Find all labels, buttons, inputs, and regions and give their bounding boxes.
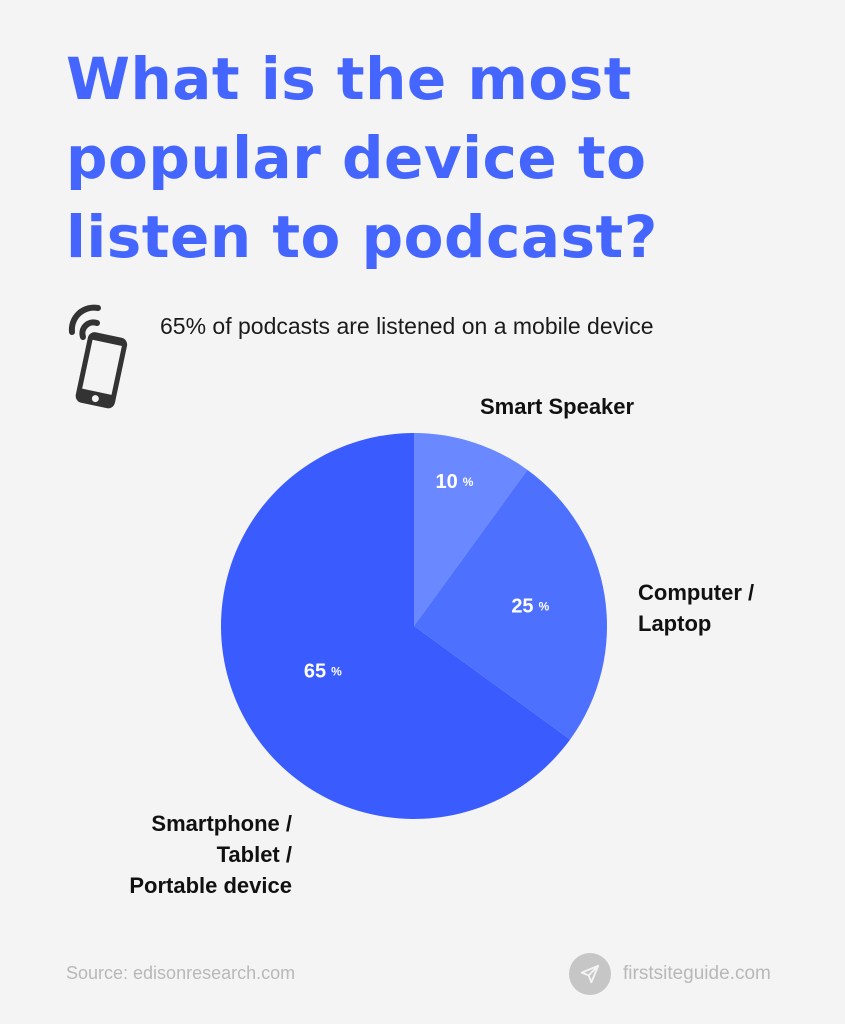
paper-plane-icon bbox=[569, 953, 611, 995]
pie-value-label-computer-laptop: 25% bbox=[511, 596, 549, 618]
subtitle-statement: 65% of podcasts are listened on a mobile… bbox=[160, 313, 654, 339]
pie-value-label-smart-speaker: 10% bbox=[436, 471, 474, 493]
brand-name: firstsiteguide.com bbox=[623, 963, 771, 984]
legend-smartphone: Smartphone / Tablet / Portable device bbox=[60, 808, 292, 901]
pie-slice-smartphone bbox=[220, 433, 571, 819]
title-line-1: What is the most bbox=[66, 45, 632, 113]
legend-smart-speaker: Smart Speaker bbox=[480, 391, 634, 422]
legend-computer-line-1: Computer / bbox=[638, 580, 755, 605]
pie-slice-computer-laptop bbox=[414, 469, 607, 740]
pie-slice-smart-speaker bbox=[414, 433, 528, 626]
mobile-phone-signal-icon bbox=[68, 304, 128, 409]
legend-computer-laptop: Computer / Laptop bbox=[638, 577, 754, 639]
title-line-2: popular device to bbox=[66, 124, 647, 192]
brand-credit[interactable]: firstsiteguide.com bbox=[569, 953, 771, 995]
legend-smart-speaker-line-1: Smart Speaker bbox=[480, 394, 635, 419]
legend-computer-line-2: Laptop bbox=[638, 611, 712, 636]
pie-value-label-smartphone: 65% bbox=[304, 661, 342, 683]
pie-slices bbox=[220, 433, 607, 819]
legend-smartphone-line-3: Portable device bbox=[129, 873, 292, 898]
pie-value-labels: 10 % 25 % 65% bbox=[304, 471, 550, 683]
source-credit: Source: edisonresearch.com bbox=[66, 963, 296, 983]
legend-smartphone-line-2: Tablet / bbox=[216, 842, 292, 867]
page-title: What is the most popular device to liste… bbox=[66, 40, 806, 277]
title-line-3: listen to podcast? bbox=[66, 203, 658, 271]
legend-smartphone-line-1: Smartphone / bbox=[151, 811, 292, 836]
